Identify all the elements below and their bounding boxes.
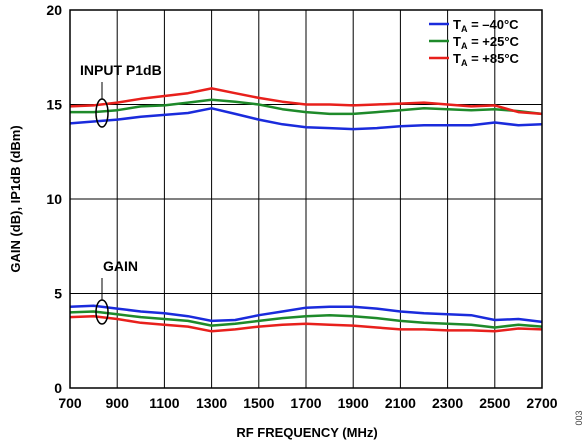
x-tick-label: 1100 — [149, 395, 180, 411]
x-tick-label: 1500 — [243, 395, 274, 411]
x-tick-label: 900 — [106, 395, 130, 411]
series-line-gain-p25c — [69, 310, 543, 329]
series-line-gain-m40c — [69, 304, 543, 324]
series-line-input-p1db-m40c — [69, 107, 543, 131]
annotation-input-p1db: INPUT P1dB — [80, 62, 162, 78]
x-tick-label: 1900 — [338, 395, 369, 411]
y-tick-label: 15 — [46, 97, 62, 113]
x-tick-label: 2300 — [432, 395, 463, 411]
tick-labels: 700 900 1100 1300 1500 1700 1900 2100 2300 2500 27… — [46, 2, 557, 411]
legend-entry: TA = –40°C — [453, 17, 519, 34]
series-layer — [69, 87, 543, 333]
x-tick-label: 2500 — [479, 395, 510, 411]
annotation-gain: GAIN — [103, 258, 138, 274]
series-line-input-p1db-p25c — [70, 98, 543, 116]
x-tick-label: 700 — [58, 395, 82, 411]
x-tick-label: 1300 — [196, 395, 227, 411]
series-line-input-p1db-p85c — [69, 87, 543, 116]
y-axis-label: GAIN (dB), IP1dB (dBm) — [8, 125, 23, 272]
legend-entry: TA = +85°C — [453, 51, 520, 68]
plot-frame — [69, 9, 543, 389]
x-tick-label: 2100 — [385, 395, 416, 411]
x-tick-label: 1700 — [290, 395, 321, 411]
y-tick-label: 10 — [46, 191, 62, 207]
x-axis-label: RF FREQUENCY (MHz) — [236, 425, 377, 440]
y-tick-label: 20 — [46, 2, 62, 18]
series-line-gain-p85c — [69, 314, 543, 333]
legend-entry: TA = +25°C — [453, 34, 520, 51]
side-code: 003 — [574, 410, 584, 425]
legend: TA = –40°CTA = +25°CTA = +85°C — [429, 17, 520, 68]
x-tick-label: 2700 — [526, 395, 557, 411]
y-tick-label: 5 — [54, 286, 62, 302]
y-tick-label: 0 — [54, 380, 62, 396]
